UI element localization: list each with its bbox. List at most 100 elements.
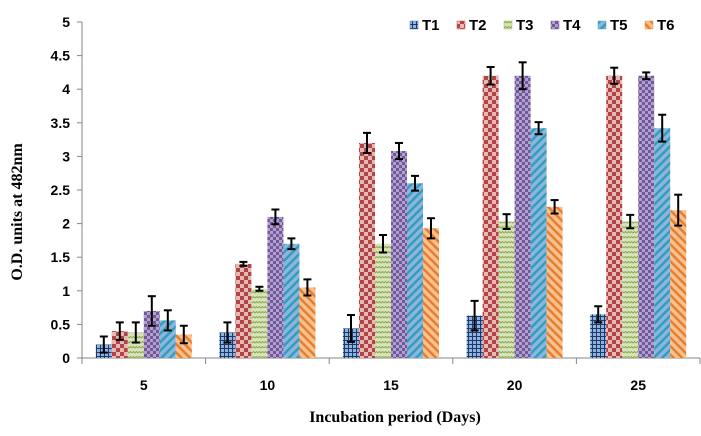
x-tick-label: 10 — [260, 377, 276, 393]
bar-t6-25 — [670, 210, 687, 358]
bar-t2-15 — [359, 142, 375, 358]
error-bar-t3-5 — [131, 321, 140, 344]
error-bar-t1-15 — [347, 313, 355, 343]
legend-label: T2 — [469, 17, 487, 34]
bar-t5-15 — [407, 183, 423, 358]
error-bar-t4-10 — [271, 208, 280, 226]
error-bar-t3-15 — [379, 234, 387, 254]
legend-item-t1: T1 — [409, 17, 440, 34]
legend-label: T4 — [563, 17, 581, 34]
bar-t5-10 — [283, 243, 300, 358]
bar-t3-25 — [622, 221, 639, 358]
bar-t3-10 — [251, 288, 268, 358]
error-bar-t5-15 — [411, 174, 419, 192]
legend-swatch — [409, 20, 419, 30]
error-bar-t6-20 — [550, 199, 559, 215]
y-tick-label: 2.5 — [51, 182, 71, 198]
bar-t6-20 — [546, 206, 563, 358]
y-tick-label: 0.5 — [51, 316, 71, 332]
error-bar-t6-10 — [303, 278, 312, 297]
error-bar-t3-25 — [626, 213, 635, 230]
legend-label: T3 — [516, 17, 534, 34]
y-tick-label: 1 — [62, 283, 70, 299]
error-bar-t3-20 — [502, 213, 511, 230]
error-bar-t4-5 — [147, 295, 156, 327]
y-tick-label: 5 — [62, 14, 70, 30]
error-bar-t2-15 — [363, 131, 371, 155]
legend-swatch — [597, 20, 607, 30]
legend-label: T1 — [422, 17, 440, 34]
bar-t2-25 — [606, 75, 623, 358]
bar-t1-20 — [466, 315, 483, 358]
y-axis-title: O.D. units at 482nm — [9, 143, 26, 281]
error-bars — [99, 61, 683, 354]
error-bar-t1-10 — [223, 321, 232, 344]
bar-t4-15 — [391, 151, 407, 358]
error-bar-t4-25 — [642, 71, 651, 81]
legend-item-t5: T5 — [597, 17, 628, 34]
bar-t3-20 — [498, 221, 515, 358]
bar-t1-10 — [219, 332, 236, 358]
legend-item-t6: T6 — [644, 17, 675, 34]
bar-t2-10 — [235, 263, 252, 358]
legend-swatch — [503, 20, 513, 30]
bar-t3-15 — [375, 243, 391, 358]
error-bar-t5-20 — [534, 121, 543, 136]
bars — [95, 75, 687, 358]
error-bar-t1-20 — [470, 299, 479, 332]
error-bar-t6-15 — [427, 217, 435, 240]
bar-t2-5 — [111, 331, 128, 358]
bar-t5-20 — [530, 128, 547, 358]
legend-item-t3: T3 — [503, 17, 534, 34]
error-bar-t5-25 — [658, 113, 667, 143]
bar-t4-20 — [514, 75, 531, 358]
y-tick-label: 1.5 — [51, 249, 71, 265]
error-bar-t5-5 — [163, 309, 172, 332]
y-tick-label: 0 — [62, 350, 70, 366]
y-tick-label: 4 — [62, 81, 70, 97]
bar-t6-15 — [423, 228, 439, 358]
error-bar-t2-5 — [115, 321, 124, 341]
bar-t2-20 — [482, 75, 499, 358]
error-bar-t4-15 — [395, 141, 403, 161]
bar-t4-5 — [143, 310, 160, 358]
bar-t6-5 — [175, 334, 192, 358]
error-bar-t4-20 — [518, 61, 527, 91]
y-tick-label: 4.5 — [51, 48, 71, 64]
bar-t6-10 — [299, 287, 316, 358]
x-axis: 5 10 15 20 25 — [81, 357, 701, 393]
x-tick-label: 5 — [140, 377, 148, 393]
bar-t3-5 — [127, 332, 144, 358]
bar-t5-25 — [654, 128, 671, 358]
x-tick-label: 15 — [383, 377, 399, 393]
legend-swatch — [644, 20, 654, 30]
legend-item-t4: T4 — [550, 17, 581, 34]
legend-swatch — [550, 20, 560, 30]
legend-label: T5 — [610, 17, 628, 34]
legend-swatch — [456, 20, 466, 30]
error-bar-t5-10 — [287, 237, 296, 251]
legend: T1 T2 T3 T4 T5 T6 — [409, 17, 675, 34]
x-axis-title: Incubation period (Days) — [309, 409, 481, 426]
bar-t1-15 — [343, 328, 359, 358]
x-tick-label: 20 — [507, 377, 523, 393]
error-bar-t6-25 — [674, 193, 683, 227]
error-bar-t3-10 — [255, 285, 264, 292]
error-bar-t6-5 — [179, 324, 188, 345]
y-tick-label: 3.5 — [51, 115, 71, 131]
error-bar-t1-5 — [99, 335, 108, 354]
y-tick-label: 2 — [62, 216, 70, 232]
error-bar-t2-25 — [610, 66, 619, 85]
y-tick-label: 3 — [62, 148, 70, 164]
bar-t1-25 — [590, 314, 607, 358]
error-bar-t1-25 — [594, 305, 603, 324]
legend-label: T6 — [657, 17, 675, 34]
x-tick-label: 25 — [630, 377, 646, 393]
error-bar-t2-10 — [239, 260, 248, 267]
error-bar-t2-20 — [486, 66, 495, 86]
bar-t4-25 — [638, 75, 655, 358]
y-axis: 0 0.5 1 1.5 2 2.5 3 3.5 4 4.5 5 — [51, 14, 83, 366]
bar-t4-10 — [267, 216, 284, 358]
legend-item-t2: T2 — [456, 17, 487, 34]
